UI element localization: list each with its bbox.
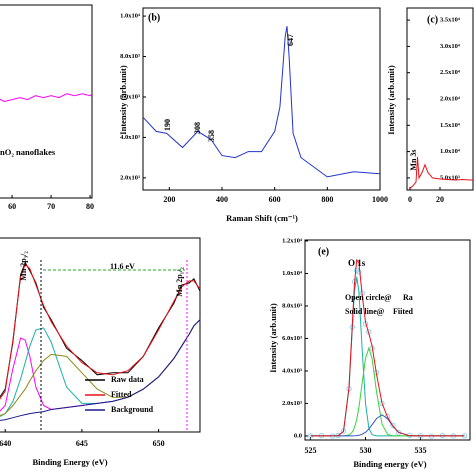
y-tick-label: 3.0x10⁴ bbox=[440, 43, 460, 50]
panel-title: (c) bbox=[427, 14, 438, 25]
panel: 640 645 650 Binding Energy (eV) Mn 2p₃/₂ Mn 2… bbox=[0, 237, 201, 467]
x-tick-label: 0 bbox=[408, 195, 412, 204]
x-axis-label: Raman Shift (cm⁻¹) bbox=[226, 213, 298, 223]
y-tick-label: 2.0x10⁴ bbox=[440, 95, 460, 102]
series-line bbox=[0, 319, 201, 417]
panel: 0 20 5.0x10³ 1.0x10⁴ 1.5x10⁴ 2.0x10⁴ 2.5x10⁴ 3.… bbox=[386, 7, 474, 204]
x-tick-label: 20 bbox=[436, 195, 444, 204]
annotation: Mn 2p₃/₂ bbox=[19, 251, 28, 281]
x-tick-label: 70 bbox=[47, 202, 55, 211]
annotation: Fiited bbox=[393, 307, 414, 316]
y-tick-label: 1.0x10⁴ bbox=[440, 148, 460, 155]
x-tick-label: 400 bbox=[216, 195, 228, 204]
legend-label: nO₂ nanoflakes bbox=[0, 147, 56, 157]
x-axis-label: Binding energy (eV) bbox=[353, 459, 426, 469]
series-line bbox=[0, 263, 201, 400]
series-line bbox=[0, 319, 201, 412]
x-tick-label: 640 bbox=[0, 439, 11, 448]
panel-title: (b) bbox=[148, 12, 160, 23]
y-tick-label: 8.0x10³ bbox=[120, 53, 140, 60]
y-tick-label: 2.0x10³ bbox=[120, 174, 140, 181]
annotation: Solid line@ bbox=[345, 307, 385, 316]
series-line bbox=[0, 93, 93, 103]
y-tick-label: 2.5x10⁴ bbox=[440, 69, 460, 76]
y-tick-label: 2.0x10³ bbox=[282, 400, 302, 407]
y-tick-label: 8.0x10³ bbox=[282, 302, 302, 309]
annotation: O 1s bbox=[348, 258, 366, 268]
annotation: Open circle@ bbox=[345, 293, 392, 302]
y-tick-label: 1.0x10⁴ bbox=[120, 13, 140, 20]
x-tick-label: 530 bbox=[360, 446, 372, 455]
x-axis-label: Binding Energy (eV) bbox=[32, 457, 107, 467]
annotation: 190 bbox=[163, 119, 172, 131]
plot-frame bbox=[304, 239, 471, 441]
legend-label: Background bbox=[111, 405, 154, 414]
y-tick-label: 3.5x10⁴ bbox=[440, 17, 460, 24]
data-point bbox=[356, 269, 362, 275]
y-tick-label: 6.0x10³ bbox=[282, 335, 302, 342]
x-tick-label: 200 bbox=[163, 195, 175, 204]
legend-label: Raw data bbox=[111, 375, 144, 384]
data-point bbox=[390, 422, 396, 429]
series-line bbox=[310, 258, 465, 437]
series-line bbox=[0, 261, 201, 398]
plot-frame bbox=[142, 7, 381, 191]
panel: 60 70 80 nO₂ nanoflakes bbox=[0, 4, 94, 211]
y-tick-label: 4.0x10³ bbox=[120, 134, 140, 141]
series-line bbox=[142, 26, 381, 178]
x-tick-label: 60 bbox=[8, 202, 16, 211]
annotation: 647 bbox=[286, 34, 295, 46]
y-tick-label: 5.0x10³ bbox=[440, 174, 460, 181]
y-tick-label: 1.2x10⁴ bbox=[282, 237, 302, 244]
legend-label: Fitted bbox=[111, 390, 132, 399]
x-tick-label: 600 bbox=[269, 195, 281, 204]
x-tick-label: 650 bbox=[153, 439, 165, 448]
panel: 200 400 600 800 1000 2.0x10³ 4.0x10³ 6.0x10³ 8.0… bbox=[118, 7, 388, 223]
plot-frame bbox=[0, 4, 93, 199]
x-tick-label: 1000 bbox=[372, 195, 388, 204]
y-tick-label: 0.0 bbox=[294, 432, 302, 439]
y-axis-label: Intensity (arb.unit) bbox=[268, 303, 278, 373]
annotation: 308 bbox=[193, 122, 202, 134]
annotation: Mn 3s bbox=[409, 149, 418, 170]
annotation: 358 bbox=[207, 130, 216, 142]
x-tick-label: 535 bbox=[415, 446, 427, 455]
x-tick-label: 645 bbox=[76, 439, 88, 448]
x-tick-label: 800 bbox=[321, 195, 333, 204]
series-line bbox=[310, 346, 465, 437]
y-axis-label: Intensity (arb.unit) bbox=[386, 65, 396, 135]
plot-frame bbox=[0, 237, 201, 433]
panel: 525 530 535 0.0 2.0x10³ 4.0x10³ 6.0x10³ 8.0x10³… bbox=[268, 237, 471, 469]
y-tick-label: 1.5x10⁴ bbox=[440, 122, 460, 129]
x-tick-label: 525 bbox=[305, 446, 317, 455]
panel-title: (e) bbox=[318, 246, 329, 257]
annotation: Ra bbox=[403, 293, 413, 302]
annotation: Mn 2p₁/₂ bbox=[175, 267, 184, 297]
y-axis-label: Intensity (arb.unit) bbox=[118, 65, 128, 135]
y-tick-label: 4.0x10³ bbox=[282, 367, 302, 374]
y-tick-label: 1.0x10⁴ bbox=[282, 270, 302, 277]
y-tick-label: 6.0x10³ bbox=[120, 93, 140, 100]
series-line bbox=[409, 156, 473, 189]
series-line bbox=[0, 319, 201, 417]
series-line bbox=[0, 319, 201, 421]
annotation: 11.6 eV bbox=[110, 262, 135, 271]
x-tick-label: 80 bbox=[86, 202, 94, 211]
